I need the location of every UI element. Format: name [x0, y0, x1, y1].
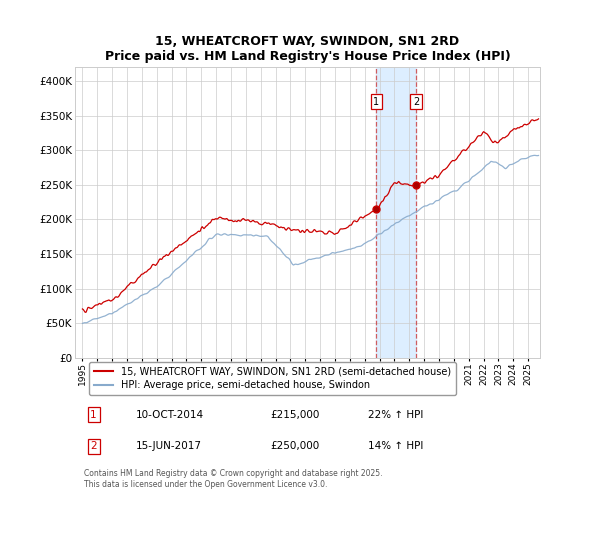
Legend: 15, WHEATCROFT WAY, SWINDON, SN1 2RD (semi-detached house), HPI: Average price, : 15, WHEATCROFT WAY, SWINDON, SN1 2RD (se… — [89, 362, 456, 395]
Text: 22% ↑ HPI: 22% ↑ HPI — [368, 410, 424, 420]
Title: 15, WHEATCROFT WAY, SWINDON, SN1 2RD
Price paid vs. HM Land Registry's House Pri: 15, WHEATCROFT WAY, SWINDON, SN1 2RD Pri… — [104, 35, 511, 63]
Text: 15-JUN-2017: 15-JUN-2017 — [136, 441, 202, 451]
Text: 1: 1 — [90, 410, 97, 420]
Bar — [376, 67, 416, 358]
Text: 2: 2 — [90, 441, 97, 451]
Text: £215,000: £215,000 — [270, 410, 320, 420]
Text: 2: 2 — [413, 97, 419, 107]
Text: 10-OCT-2014: 10-OCT-2014 — [136, 410, 203, 420]
Text: £250,000: £250,000 — [270, 441, 320, 451]
Text: 1: 1 — [373, 97, 379, 107]
Text: Contains HM Land Registry data © Crown copyright and database right 2025.
This d: Contains HM Land Registry data © Crown c… — [84, 469, 383, 489]
Text: 14% ↑ HPI: 14% ↑ HPI — [368, 441, 424, 451]
